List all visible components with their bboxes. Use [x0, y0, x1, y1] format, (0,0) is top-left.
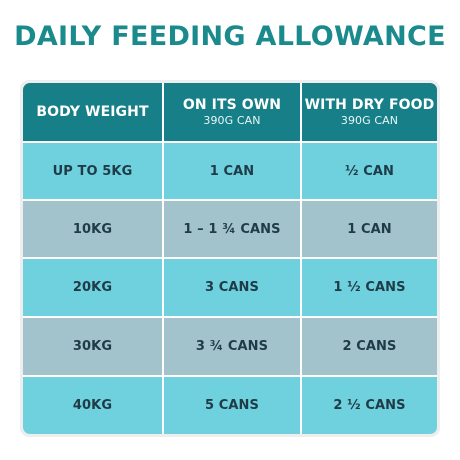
table-cell-on-its-own: 1 – 1 ¾ CANS	[162, 199, 300, 257]
header-sublabel: 390G CAN	[340, 114, 399, 127]
page-title: DAILY FEEDING ALLOWANCE	[14, 21, 446, 52]
table-cell-weight: 40KG	[23, 375, 162, 434]
table-cell-with-dry-food: 2 CANS	[300, 316, 437, 375]
feeding-table: BODY WEIGHT ON ITS OWN 390G CAN WITH DRY…	[23, 83, 437, 434]
table-cell-weight: 20KG	[23, 257, 162, 316]
table-cell-weight: UP TO 5KG	[23, 141, 162, 199]
table-cell-weight: 10KG	[23, 199, 162, 257]
table-cell-on-its-own: 3 ¾ CANS	[162, 316, 300, 375]
feeding-table-frame: BODY WEIGHT ON ITS OWN 390G CAN WITH DRY…	[20, 80, 440, 437]
table-cell-with-dry-food: 1 ½ CANS	[300, 257, 437, 316]
header-sublabel: 390G CAN	[203, 114, 261, 127]
table-cell-with-dry-food: 1 CAN	[300, 199, 437, 257]
table-cell-on-its-own: 5 CANS	[162, 375, 300, 434]
table-cell-weight: 30KG	[23, 316, 162, 375]
header-body-weight: BODY WEIGHT	[23, 83, 162, 141]
header-label: ON ITS OWN	[182, 97, 282, 113]
header-label: BODY WEIGHT	[36, 103, 149, 120]
table-cell-with-dry-food: ½ CAN	[300, 141, 437, 199]
header-label: WITH DRY FOOD	[304, 97, 435, 113]
header-on-its-own: ON ITS OWN 390G CAN	[162, 83, 300, 141]
table-cell-on-its-own: 3 CANS	[162, 257, 300, 316]
table-cell-with-dry-food: 2 ½ CANS	[300, 375, 437, 434]
table-cell-on-its-own: 1 CAN	[162, 141, 300, 199]
header-with-dry-food: WITH DRY FOOD 390G CAN	[300, 83, 437, 141]
